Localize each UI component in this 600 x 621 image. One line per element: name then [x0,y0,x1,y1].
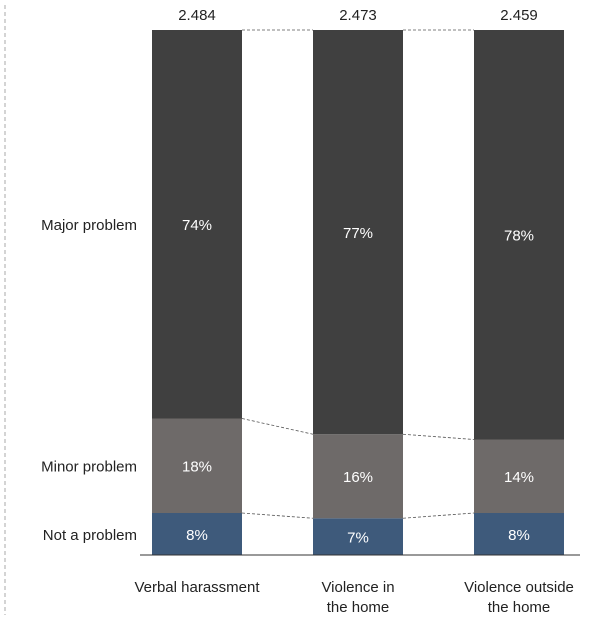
series-label: Not a problem [43,527,137,544]
bar-segment [152,513,242,555]
connector [402,512,475,519]
value-label: 14% [504,469,534,486]
bar-segment [313,30,403,435]
connector [241,418,314,435]
connector [241,512,314,519]
value-label: 16% [343,469,373,486]
value-label: 78% [504,228,534,245]
total-label: 2.484 [178,7,216,24]
bar-segment [152,30,242,419]
category-label: Violence in the home [321,579,395,616]
category-label: Verbal harassment [134,579,260,596]
series-label: Minor problem [41,459,137,476]
bar-segment [474,439,564,513]
value-label: 18% [182,459,212,476]
value-label: 8% [186,527,208,544]
bar-segment [313,434,403,519]
category-label: Violence outside the home [464,579,574,616]
total-label: 2.459 [500,7,538,24]
value-label: 74% [182,217,212,234]
bar-segment [474,30,564,440]
value-label: 77% [343,225,373,242]
total-label: 2.473 [339,7,377,24]
value-label: 7% [347,530,369,547]
value-label: 8% [508,527,530,544]
bar-segment [152,418,242,513]
bar-segment [313,518,403,555]
connector [402,433,475,440]
series-label: Major problem [41,217,137,234]
bar-segment [474,513,564,555]
